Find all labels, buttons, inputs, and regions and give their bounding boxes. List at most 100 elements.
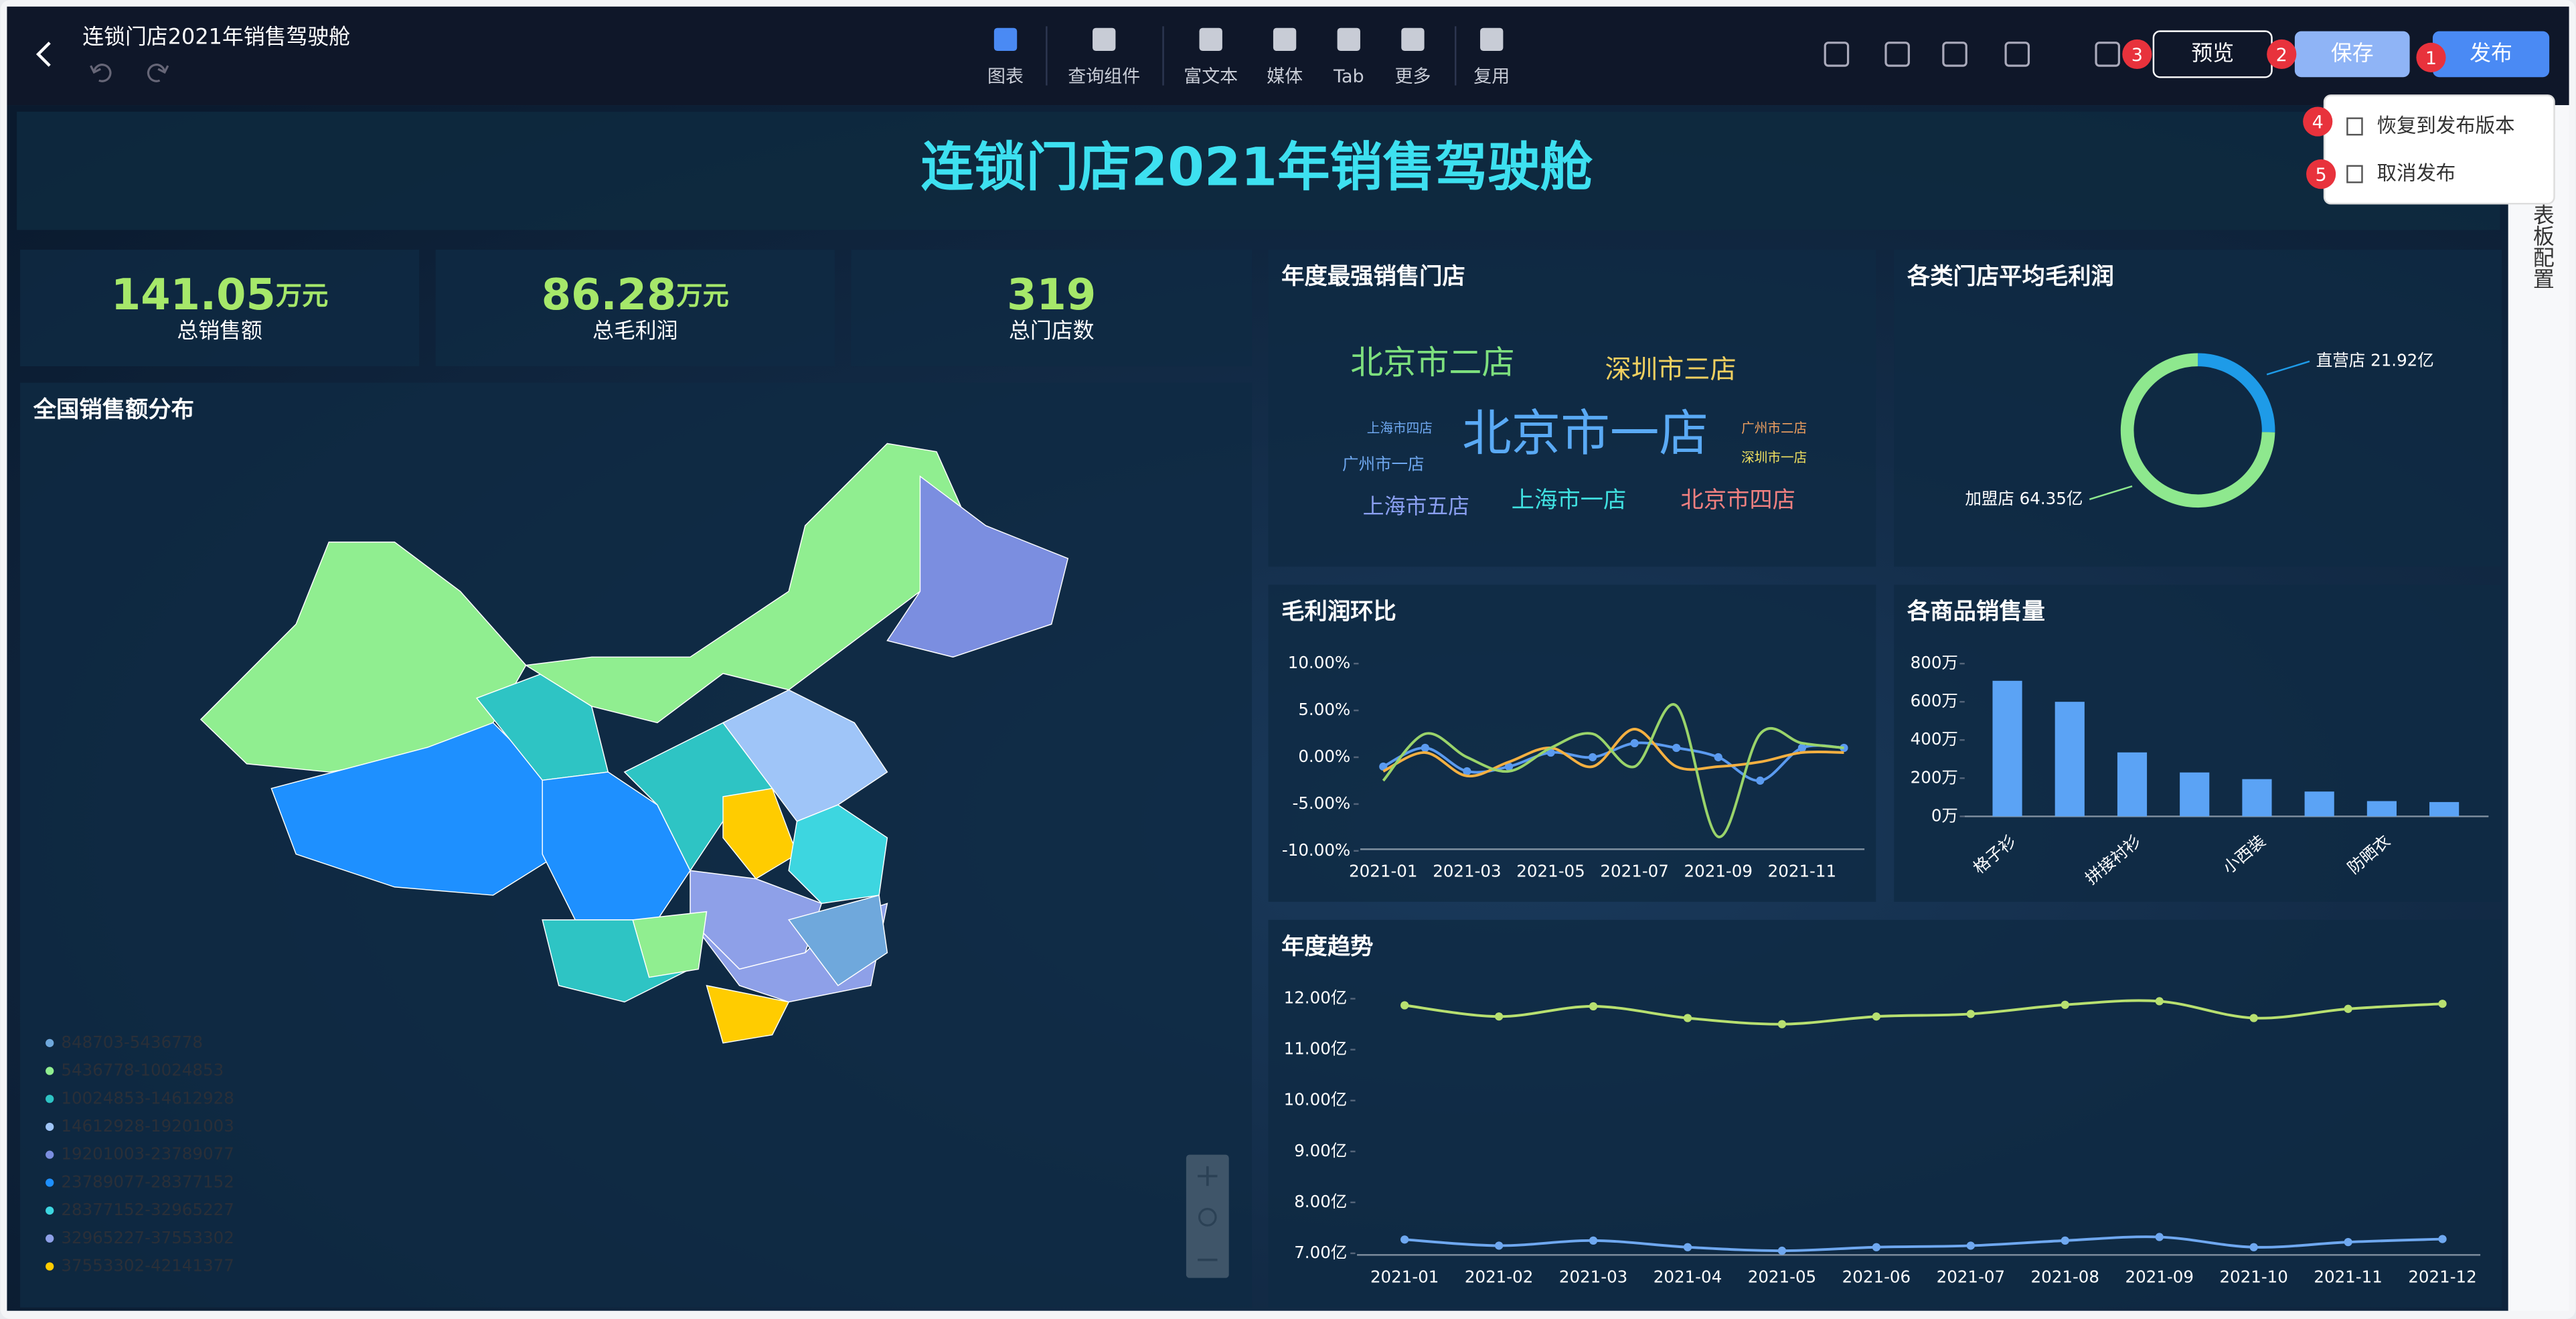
back-button[interactable] [35, 42, 51, 67]
legend-dot [46, 1150, 54, 1159]
legend-dot [46, 1178, 54, 1187]
x-tick-label: 2021-07 [1600, 862, 1668, 881]
menu-icon[interactable] [2346, 165, 2363, 183]
point [1504, 762, 1514, 771]
tool-icon[interactable] [1093, 27, 1116, 52]
tool-icon[interactable] [1480, 27, 1504, 52]
button-label: 预览 [2191, 40, 2234, 66]
panel-title: 全国销售额分布 [33, 396, 194, 423]
y-tick-label: 12.00亿 [1284, 988, 1348, 1008]
point [1966, 1241, 1975, 1250]
panel-title: 各类门店平均毛利润 [1907, 263, 2114, 290]
icon-button[interactable] [2004, 42, 2030, 67]
button-label: 保存 [2331, 40, 2374, 66]
point [1714, 753, 1722, 762]
menu-icon[interactable] [2346, 117, 2363, 136]
bar[interactable] [2180, 772, 2210, 817]
side-panel-label: 表板配置 [2530, 204, 2555, 289]
y-tick-label: 9.00亿 [1294, 1141, 1347, 1160]
icon-button[interactable] [2095, 42, 2120, 67]
panel [20, 249, 420, 367]
panel-title: 年度最强销售门店 [1281, 263, 1465, 290]
donut-segment[interactable] [2120, 353, 2275, 508]
map-region[interactable] [722, 689, 888, 822]
legend-label: 5436778-10024853 [61, 1061, 224, 1080]
x-tick-label: 2021-02 [1465, 1267, 1533, 1287]
side-panel [2508, 105, 2569, 1311]
bar[interactable] [1992, 680, 2022, 817]
point [2344, 1238, 2352, 1247]
series-line [1382, 741, 1844, 782]
x-tick-label: 2021-12 [2408, 1267, 2476, 1287]
tool-icon[interactable] [1337, 27, 1360, 52]
map-region[interactable] [722, 787, 798, 880]
donut-label: 加盟店 64.35亿 [1965, 489, 2083, 508]
point [2061, 1236, 2069, 1245]
kpi-value: 141.05 [111, 270, 276, 320]
redo[interactable] [147, 64, 169, 82]
legend-dot [46, 1262, 54, 1271]
bar[interactable] [2429, 801, 2460, 817]
x-tick-label: 2021-08 [2031, 1267, 2099, 1287]
x-tick-label: 2021-09 [2125, 1267, 2194, 1287]
y-tick-label: 8.00亿 [1294, 1192, 1347, 1211]
kpi: 86.28万元 [542, 270, 729, 320]
map-region[interactable] [787, 895, 888, 986]
bar[interactable] [2366, 801, 2397, 817]
word: 北京市一店 [1462, 406, 1708, 463]
panel [1268, 919, 2502, 1308]
button-save[interactable] [2294, 31, 2410, 78]
word: 北京市四店 [1680, 487, 1795, 514]
bar[interactable] [2117, 752, 2148, 817]
y-tick-label: 11.00亿 [1284, 1039, 1348, 1059]
step-badge [2303, 106, 2333, 137]
x-tick-label: 2021-07 [1937, 1267, 2005, 1287]
y-tick-label: 5.00% [1298, 700, 1350, 719]
tool-icon[interactable] [1199, 27, 1222, 52]
undo[interactable] [90, 64, 112, 82]
y-tick-label: 200万 [1911, 767, 1958, 787]
word: 广州市二店 [1741, 420, 1807, 436]
bar[interactable] [2304, 791, 2334, 817]
point [1672, 743, 1681, 753]
step-badge-number: 2 [2276, 45, 2287, 66]
donut-segment[interactable] [2197, 353, 2275, 433]
tool-icon[interactable] [1401, 27, 1425, 52]
panel [1268, 249, 1876, 567]
x-tick-label: 2021-03 [1559, 1267, 1627, 1287]
tool-label: 图表 [987, 66, 1024, 87]
point [1872, 1012, 1881, 1021]
panel-title: 各商品销售量 [1907, 599, 2045, 625]
y-tick-label: 600万 [1911, 691, 1958, 710]
map-region[interactable] [632, 911, 708, 978]
legend-label: 19201003-23789077 [61, 1144, 234, 1164]
legend-label: 32965227-37553302 [61, 1228, 234, 1247]
point [1589, 1002, 1598, 1011]
bar[interactable] [2242, 779, 2272, 817]
step-badge-number: 3 [2131, 45, 2143, 66]
icon-button[interactable] [1884, 42, 1910, 67]
map-region[interactable] [542, 771, 691, 921]
dropdown [2323, 94, 2555, 205]
point [2249, 1243, 2258, 1251]
kpi-label: 总销售额 [177, 318, 262, 343]
point [1400, 1001, 1409, 1010]
kpi-value: 319 [1007, 270, 1096, 320]
button-publish[interactable] [2432, 31, 2550, 78]
tool-icon[interactable] [993, 27, 1018, 52]
map-region[interactable] [706, 985, 790, 1044]
word: 深圳市三店 [1605, 355, 1736, 385]
icon-button[interactable] [1942, 42, 1967, 67]
bar[interactable] [2055, 702, 2085, 817]
panel [1268, 585, 1876, 902]
map-region[interactable] [475, 673, 609, 781]
tool-icon[interactable] [1273, 27, 1297, 52]
x-tick-label: 2021-01 [1349, 862, 1417, 881]
icon-button[interactable] [1824, 42, 1850, 67]
step-badge [2267, 39, 2297, 70]
map-region[interactable] [886, 475, 1069, 658]
menu-item: 取消发布 [2377, 162, 2456, 185]
legend-label: 848703-5436778 [61, 1032, 203, 1052]
point [2155, 1233, 2164, 1241]
